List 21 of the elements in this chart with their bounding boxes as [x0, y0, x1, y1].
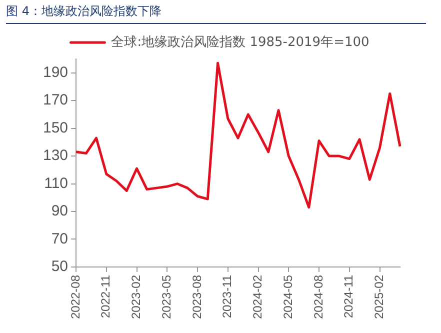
legend-label: 全球:地缘政治风险指数 1985-2019年=100 [111, 34, 370, 50]
y-tick-label: 90 [51, 202, 68, 220]
y-tick-label: 110 [44, 174, 68, 192]
x-tick-label: 2023-08 [190, 274, 204, 320]
x-tick-label: 2022-08 [68, 274, 82, 320]
y-tick-label: 170 [42, 92, 68, 109]
x-tick-label: 2025-02 [372, 274, 386, 320]
chart-title: 图 4：地缘政治风险指数下降 [6, 3, 426, 24]
y-tick-label: 150 [42, 119, 68, 136]
x-tick-label: 2023-02 [129, 274, 144, 320]
y-tick-label: 190 [42, 64, 68, 82]
x-tick-label: 2022-11 [98, 274, 113, 318]
x-tick-label: 2024-11 [342, 274, 356, 318]
x-tick-label: 2024-08 [311, 274, 326, 320]
x-tick-label: 2024-02 [250, 274, 265, 320]
x-tick-label: 2023-11 [220, 274, 234, 318]
y-tick-label: 130 [42, 147, 68, 164]
x-tick-label: 2023-05 [159, 274, 174, 320]
y-tick-label: 50 [51, 258, 68, 276]
y-tick-label: 70 [51, 230, 68, 248]
x-tick-label: 2024-05 [280, 274, 295, 320]
